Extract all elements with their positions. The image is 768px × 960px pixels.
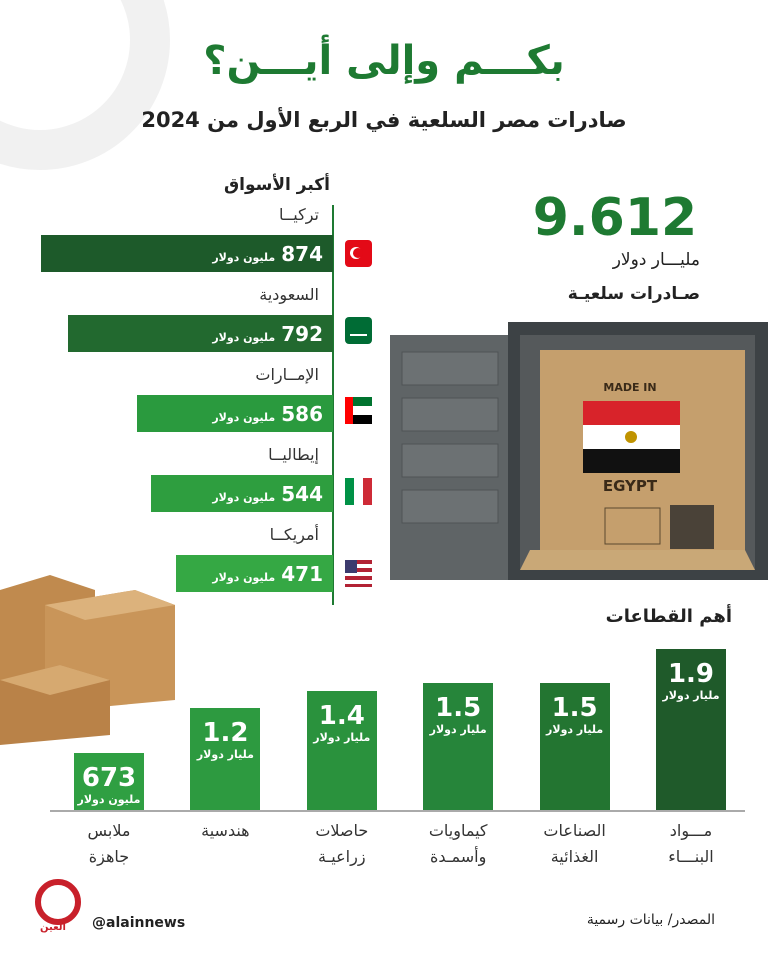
category-label: الصناعات الغذائية bbox=[543, 821, 606, 866]
logo-text: العين bbox=[40, 922, 66, 933]
value-unit: مليار دولار bbox=[546, 722, 604, 736]
handle: @alainnews bbox=[92, 915, 186, 931]
bar: 874 مليون دولار bbox=[41, 235, 333, 272]
category-label: ملابس جاهزة bbox=[87, 821, 131, 866]
value-label: 586 مليون دولار bbox=[212, 402, 333, 426]
flag-uae bbox=[345, 397, 372, 424]
category-label: كيماويات وأسمـدة bbox=[428, 821, 488, 866]
value-label: 1.2 bbox=[202, 718, 249, 748]
bar: 1.2 مليار دولار bbox=[190, 708, 261, 810]
bar: 586 مليون دولار bbox=[137, 395, 333, 432]
category-label: حاصلات زراعيـة bbox=[315, 821, 369, 866]
value-label: 1.4 bbox=[318, 701, 365, 731]
flag-turkey bbox=[345, 240, 372, 267]
bar: 544 مليون دولار bbox=[151, 475, 333, 512]
value-unit: مليار دولار bbox=[662, 688, 720, 702]
value-unit: مليون دولار bbox=[212, 250, 276, 264]
value-unit: مليار دولار bbox=[429, 722, 487, 736]
category-label: السعودية bbox=[259, 285, 319, 304]
container bbox=[390, 322, 768, 580]
value-label: 1.5 bbox=[551, 692, 598, 723]
value-number: 471 bbox=[281, 561, 323, 586]
bar: 1.9 مليار دولار bbox=[656, 648, 726, 810]
bar: 1.5 مليار دولار bbox=[423, 682, 494, 810]
origin: EGYPT bbox=[603, 477, 658, 495]
value-label: 544 مليون دولار bbox=[212, 482, 333, 506]
category-label: هندسية bbox=[201, 821, 250, 840]
value-label: 471 مليون دولار bbox=[212, 562, 333, 586]
category-label: إيطاليــا bbox=[268, 445, 319, 464]
value-label: 1.9 bbox=[667, 658, 715, 689]
value-unit: مليار دولار bbox=[196, 748, 254, 761]
bar: 792 مليون دولار bbox=[68, 315, 333, 352]
value-number: 792 bbox=[281, 321, 323, 346]
value-unit: مليون دولار bbox=[212, 410, 276, 424]
category-label: مـــواد البنـــاء bbox=[668, 821, 714, 866]
title: بكـــم وإلى أيـــن؟ bbox=[203, 38, 565, 84]
bar: 1.4 مليار دولار bbox=[306, 691, 377, 810]
category-label: الإمــارات bbox=[255, 365, 319, 384]
source: المصدر/ بيانات رسمية bbox=[586, 912, 715, 928]
value-unit: مليون دولار bbox=[212, 570, 276, 584]
subtitle: صادرات مصر السلعية في الربع الأول من 202… bbox=[141, 108, 627, 132]
chart-title: أكبر الأسواق bbox=[223, 175, 330, 195]
value-label: 673 bbox=[81, 762, 137, 793]
total-unit: مليـــار دولار bbox=[612, 250, 700, 270]
category-label: أمريكــا bbox=[269, 525, 319, 544]
value-unit: مليار دولار bbox=[313, 731, 371, 744]
bar: 471 مليون دولار bbox=[175, 555, 333, 592]
cardboard-boxes bbox=[0, 575, 175, 745]
bar: 673 مليون دولار bbox=[74, 752, 144, 810]
value-number: 874 bbox=[281, 241, 323, 266]
chart-title: أهم القطاعات bbox=[605, 606, 732, 627]
value-number: 544 bbox=[281, 481, 323, 506]
bar: 1.5 مليار دولار bbox=[539, 682, 610, 810]
total-label: صـادرات سلعيـة bbox=[567, 284, 700, 304]
value-unit: مليون دولار bbox=[212, 330, 276, 344]
flag-saudi bbox=[345, 317, 372, 344]
value-unit: مليون دولار bbox=[212, 490, 276, 504]
made-in: MADE IN bbox=[603, 381, 656, 394]
category-label: تركيــا bbox=[279, 205, 319, 224]
value-number: 586 bbox=[281, 401, 323, 426]
flag-italy bbox=[345, 478, 372, 505]
logo-ring bbox=[35, 879, 81, 925]
value-unit: مليون دولار bbox=[77, 792, 141, 806]
value-label: 874 مليون دولار bbox=[212, 242, 333, 266]
value-label: 1.5 bbox=[435, 692, 482, 723]
total-value: 9.612 bbox=[532, 188, 698, 248]
value-label: 792 مليون دولار bbox=[212, 322, 333, 346]
flag-usa bbox=[345, 560, 372, 587]
bg-ring bbox=[0, 0, 170, 170]
